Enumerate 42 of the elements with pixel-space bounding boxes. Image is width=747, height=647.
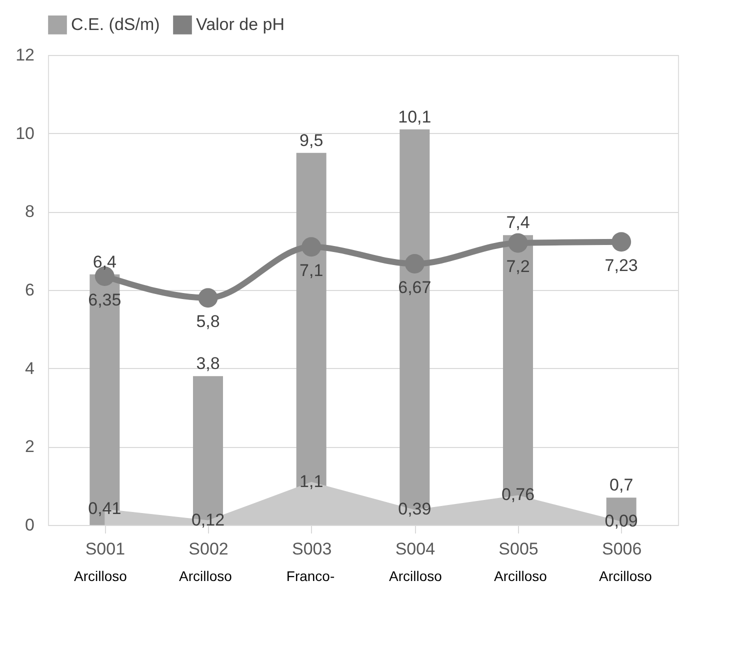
y-tick-label: 0 [25,516,34,534]
data-label: 9,5 [300,130,324,150]
point [404,254,424,274]
legend-label: Valor de pH [196,14,285,34]
bar [90,274,120,525]
y-tick-label: 10 [16,124,34,143]
text: Arcilloso [389,568,442,584]
data-label: 0,12 [191,510,225,530]
text: Arcilloso [494,568,548,584]
y-tick-label: 8 [25,202,34,222]
x-tick-label: S002 [188,540,228,558]
x-tick-label: S003 [292,540,332,558]
data-label: 7,4 [506,213,530,232]
point [508,233,528,253]
x-tick-label: S005 [498,540,538,558]
data-label: 10,1 [398,107,432,126]
text: Franco- [286,568,335,584]
point [612,232,632,252]
legend-label: C.E. (dS/m) [71,14,160,34]
text: Arcilloso [179,568,232,584]
y-tick-label: 12 [16,46,34,64]
y-tick-label: 4 [25,358,34,378]
text: Arcilloso [599,568,652,584]
data-label: 5,8 [196,312,220,331]
y-tick-label: 2 [25,437,34,456]
x-tick-label: S001 [85,540,126,558]
data-label: 6,4 [92,252,116,272]
data-label: 3,8 [196,354,220,374]
data-label: 7,2 [506,257,530,276]
data-label: 0,09 [604,511,638,530]
point [302,237,322,257]
data-label: 6,67 [398,278,432,297]
data-label: 7,1 [300,260,324,280]
data-label: 0,39 [398,500,432,519]
x-tick-label: S004 [395,540,436,558]
data-label: 7,23 [604,256,638,275]
data-label: 0,7 [610,476,634,495]
y-tick-label: 6 [25,280,34,300]
x-tick-label: S006 [602,540,642,558]
text: Arcilloso [74,568,128,584]
data-label: 1,1 [300,472,324,491]
point [198,288,218,308]
